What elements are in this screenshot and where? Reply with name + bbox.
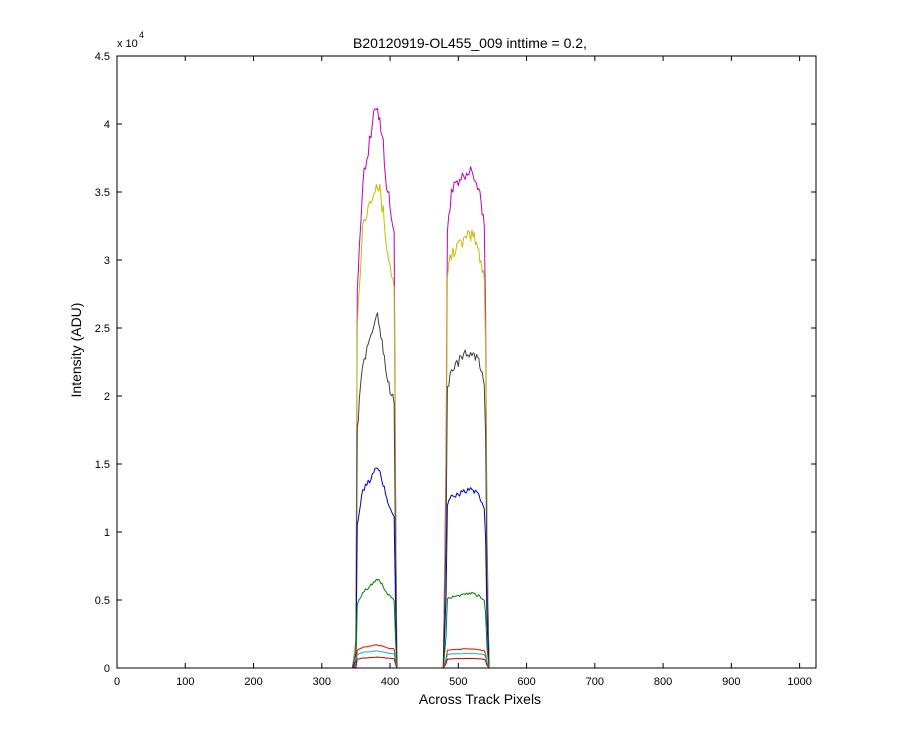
x-axis-ticks: 0 100 200 300 400 500 600 700 800 900 1000: [114, 56, 812, 688]
y-tick-label: 0.5: [95, 595, 110, 607]
x-axis-label: Across Track Pixels: [419, 691, 541, 707]
x-tick-label: 700: [586, 676, 604, 688]
x-tick-label: 300: [313, 676, 331, 688]
x-tick-label: 600: [517, 676, 535, 688]
x-tick-label: 0: [114, 676, 120, 688]
plot-frame: [116, 55, 817, 669]
x-tick-label: 100: [176, 676, 194, 688]
y-tick-label: 1.5: [95, 459, 110, 471]
y-tick-label: 3: [104, 255, 110, 267]
plot-area: [117, 56, 816, 668]
y-tick-label: 4.5: [95, 51, 110, 63]
x-tick-label: 200: [244, 676, 262, 688]
y-tick-label: 0: [104, 663, 110, 675]
y-tick-label: 2.5: [95, 323, 110, 335]
x-tick-label: 500: [449, 676, 467, 688]
x-tick-label: 800: [654, 676, 672, 688]
y-tick-label: 4: [104, 119, 110, 131]
y-axis-label: Intensity (ADU): [68, 303, 84, 398]
x-tick-label: 400: [381, 676, 399, 688]
x-tick-label: 1000: [787, 676, 811, 688]
y-multiplier-exponent: 4: [139, 30, 144, 40]
chart-title: B20120919-OL455_009 inttime = 0.2,: [353, 35, 587, 51]
y-tick-label: 1: [104, 527, 110, 539]
y-axis-ticks: 0 0.5 1 1.5 2 2.5 3 3.5 4 4.5: [95, 51, 816, 675]
y-multiplier-base: x 10: [117, 38, 138, 50]
y-tick-label: 2: [104, 391, 110, 403]
y-tick-label: 3.5: [95, 187, 110, 199]
x-tick-label: 900: [722, 676, 740, 688]
